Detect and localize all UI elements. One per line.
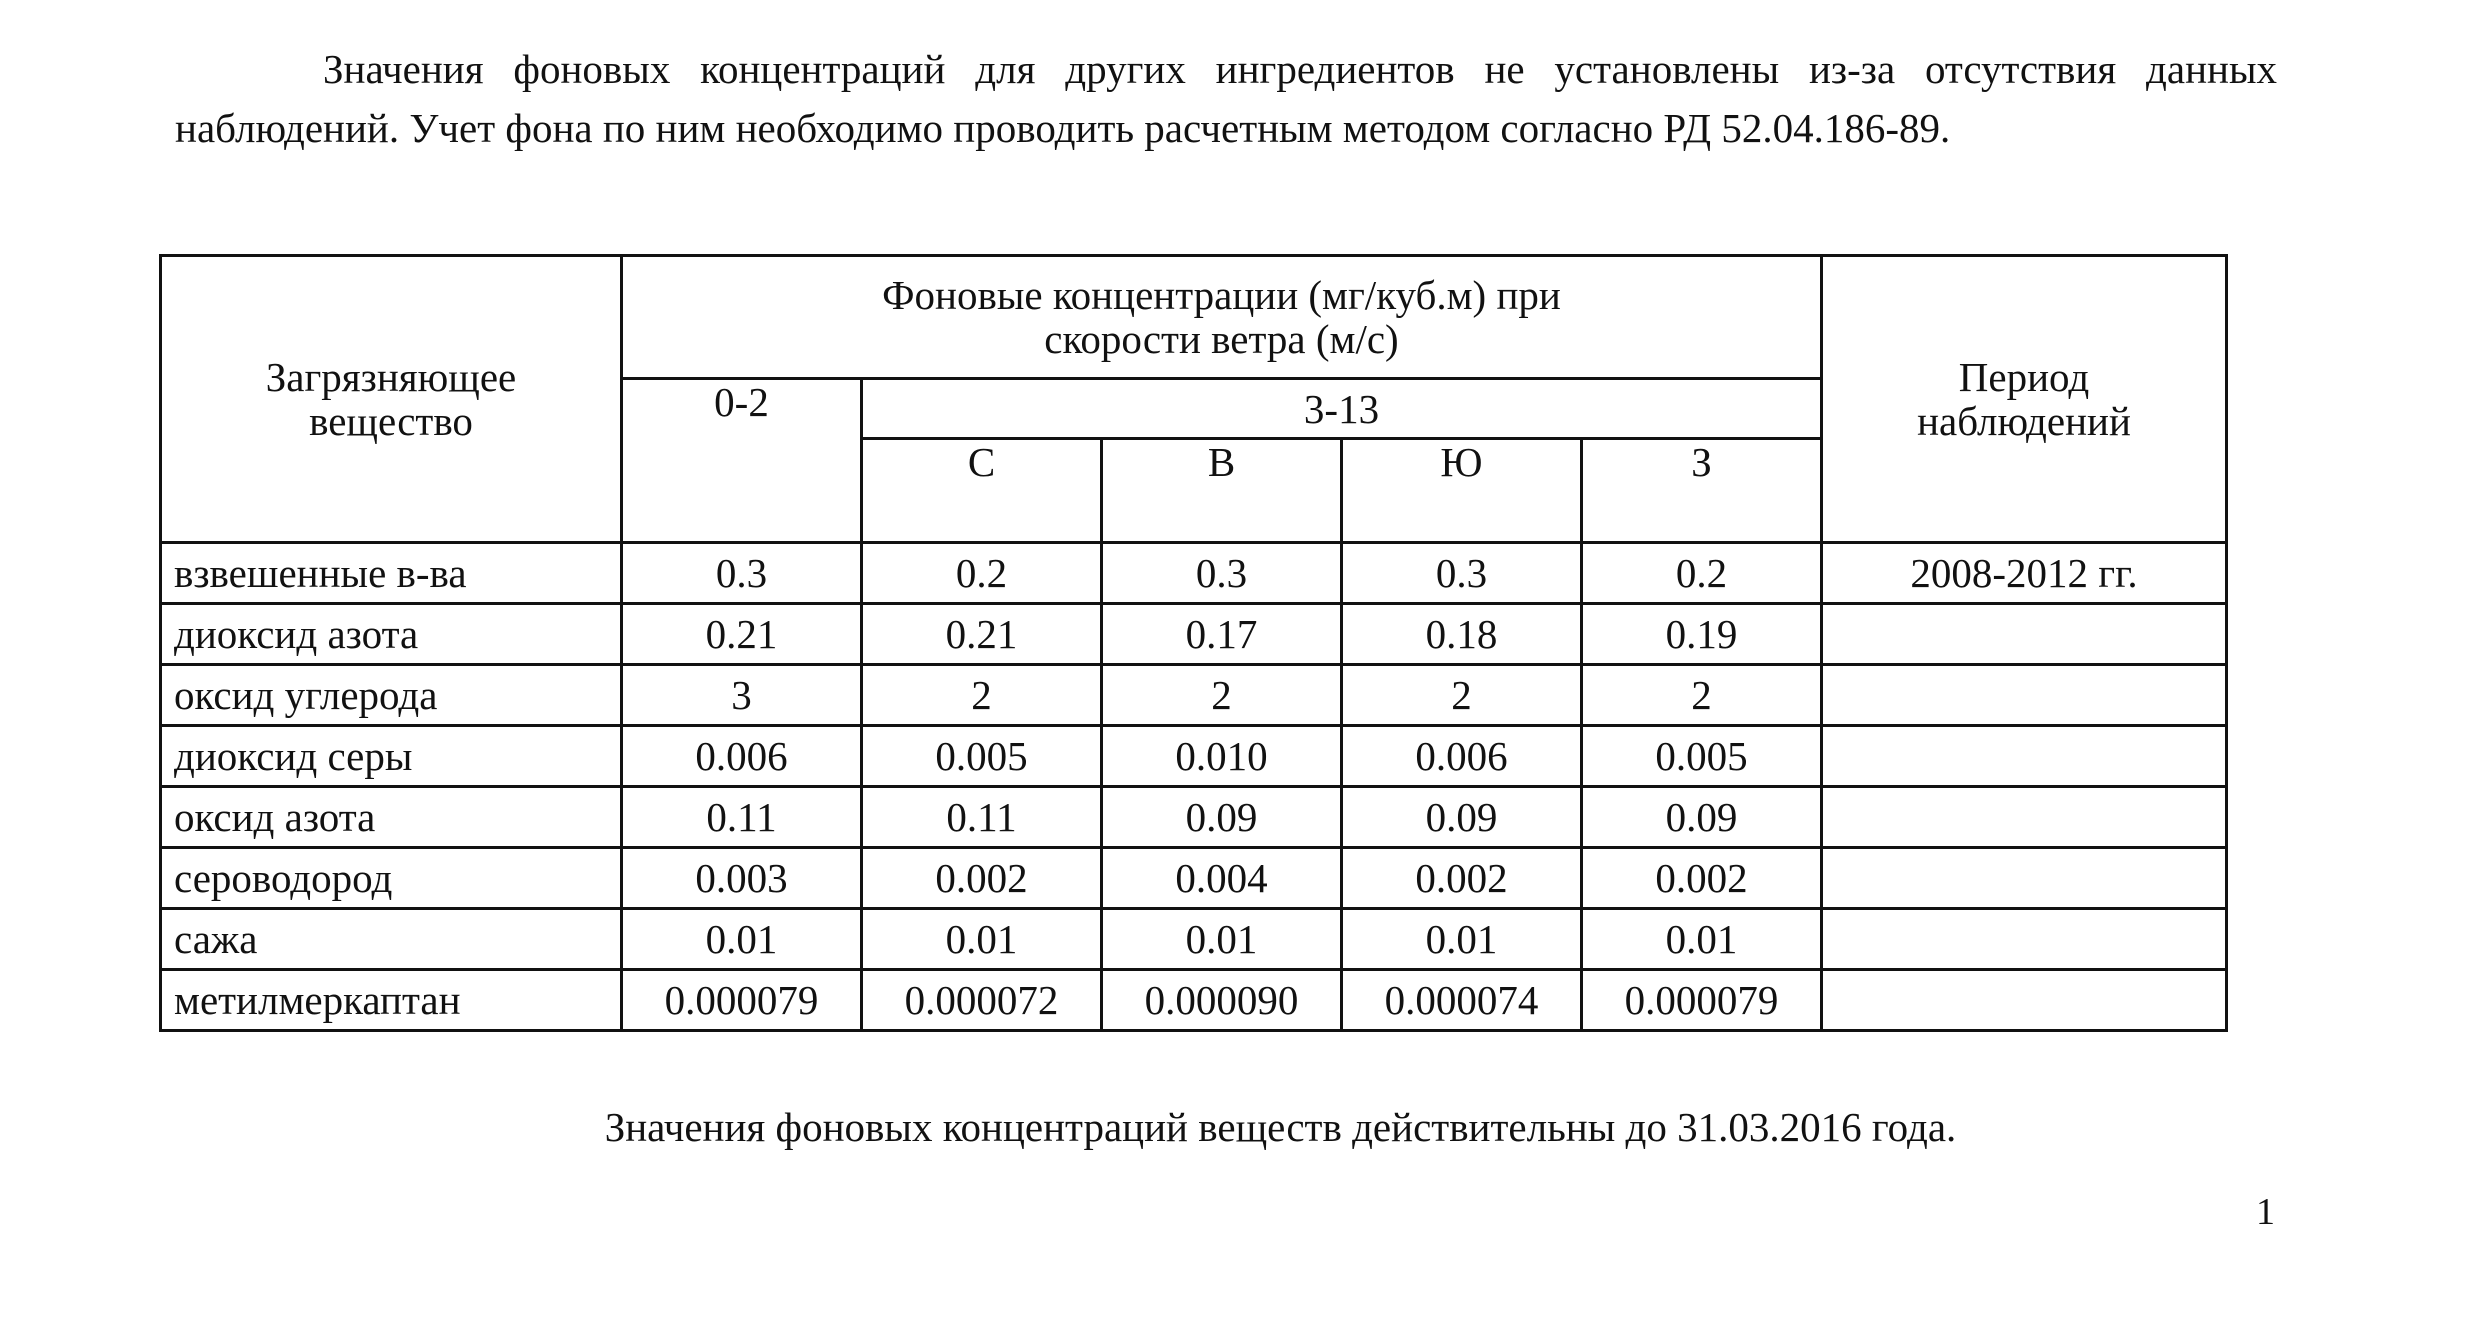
table-row: метилмеркаптан 0.000079 0.000072 0.000090 0.…	[159, 968, 2228, 1032]
pollutant-name-cell: оксид азота	[159, 785, 623, 849]
concentration-cell: 0.01	[860, 907, 1103, 971]
table-row: диоксид азота 0.21 0.21 0.17 0.18 0.19	[159, 602, 2228, 666]
concentration-cell: 0.010	[1100, 724, 1343, 788]
period-cell: 2008-2012 гг.	[1820, 541, 2228, 605]
concentration-cell: 0.01	[620, 907, 863, 971]
footer-note: Значения фоновых концентраций веществ де…	[604, 1104, 1957, 1150]
concentration-cell: 0.2	[1580, 541, 1823, 605]
period-cell	[1820, 602, 2228, 666]
header-speed-high: 3-13	[860, 377, 1823, 440]
concentration-cell: 0.01	[1580, 907, 1823, 971]
concentration-cell: 0.01	[1340, 907, 1583, 971]
concentration-cell: 0.21	[860, 602, 1103, 666]
table-row: диоксид серы 0.006 0.005 0.010 0.006 0.005	[159, 724, 2228, 788]
concentration-cell: 0.006	[1340, 724, 1583, 788]
header-speed-low: 0-2	[620, 377, 863, 544]
concentration-cell: 0.18	[1340, 602, 1583, 666]
concentration-cell: 0.002	[1580, 846, 1823, 910]
period-cell	[1820, 724, 2228, 788]
concentration-cell: 0.19	[1580, 602, 1823, 666]
concentration-cell: 3	[620, 663, 863, 727]
pollutant-name-cell: оксид углерода	[159, 663, 623, 727]
header-direction-n: С	[860, 437, 1103, 544]
concentration-cell: 0.11	[620, 785, 863, 849]
concentration-cell: 0.21	[620, 602, 863, 666]
concentration-cell: 2	[860, 663, 1103, 727]
pollutant-name-cell: сажа	[159, 907, 623, 971]
intro-paragraph: Значения фоновых концентраций для других…	[175, 40, 2277, 158]
header-direction-e: В	[1100, 437, 1343, 544]
table-row: сажа 0.01 0.01 0.01 0.01 0.01	[159, 907, 2228, 971]
header-concentrations: Фоновые концентрации (мг/куб.м) при скор…	[620, 254, 1823, 380]
pollutant-name-cell: диоксид серы	[159, 724, 623, 788]
page-number: 1	[2256, 1191, 2275, 1233]
header-pollutant: Загрязняющее вещество	[159, 254, 623, 544]
background-concentrations-table: Загрязняющее вещество Фоновые концентрац…	[159, 254, 2228, 1032]
concentration-cell: 2	[1100, 663, 1343, 727]
table-row: оксид азота 0.11 0.11 0.09 0.09 0.09	[159, 785, 2228, 849]
concentration-cell: 0.3	[620, 541, 863, 605]
table-row: взвешенные в-ва 0.3 0.2 0.3 0.3 0.2 2008-2012 …	[159, 541, 2228, 605]
concentration-cell: 2	[1580, 663, 1823, 727]
header-period: Период наблюдений	[1820, 254, 2228, 544]
concentration-cell: 0.11	[860, 785, 1103, 849]
concentration-cell: 0.000074	[1340, 968, 1583, 1032]
concentration-cell: 0.17	[1100, 602, 1343, 666]
pollutant-name-cell: диоксид азота	[159, 602, 623, 666]
pollutant-name-cell: взвешенные в-ва	[159, 541, 623, 605]
concentration-cell: 0.2	[860, 541, 1103, 605]
header-direction-w: З	[1580, 437, 1823, 544]
concentration-cell: 0.003	[620, 846, 863, 910]
concentration-cell: 0.000090	[1100, 968, 1343, 1032]
concentration-cell: 0.005	[1580, 724, 1823, 788]
concentration-cell: 0.3	[1100, 541, 1343, 605]
period-cell	[1820, 968, 2228, 1032]
pollutant-name-cell: сероводород	[159, 846, 623, 910]
concentration-cell: 0.000079	[620, 968, 863, 1032]
period-cell	[1820, 663, 2228, 727]
concentration-cell: 0.006	[620, 724, 863, 788]
concentration-cell: 0.3	[1340, 541, 1583, 605]
period-cell	[1820, 846, 2228, 910]
concentration-cell: 0.000072	[860, 968, 1103, 1032]
concentration-cell: 0.09	[1340, 785, 1583, 849]
concentration-cell: 0.004	[1100, 846, 1343, 910]
concentration-cell: 2	[1340, 663, 1583, 727]
concentration-cell: 0.000079	[1580, 968, 1823, 1032]
concentration-cell: 0.09	[1100, 785, 1343, 849]
table-row: оксид углерода 3 2 2 2 2	[159, 663, 2228, 727]
intro-paragraph-text: Значения фоновых концентраций для других…	[175, 46, 2277, 151]
pollutant-name-cell: метилмеркаптан	[159, 968, 623, 1032]
header-direction-s: Ю	[1340, 437, 1583, 544]
period-cell	[1820, 785, 2228, 849]
period-cell	[1820, 907, 2228, 971]
concentration-cell: 0.09	[1580, 785, 1823, 849]
table-row: сероводород 0.003 0.002 0.004 0.002 0.002	[159, 846, 2228, 910]
concentration-cell: 0.01	[1100, 907, 1343, 971]
concentration-cell: 0.005	[860, 724, 1103, 788]
concentration-cell: 0.002	[1340, 846, 1583, 910]
concentration-cell: 0.002	[860, 846, 1103, 910]
